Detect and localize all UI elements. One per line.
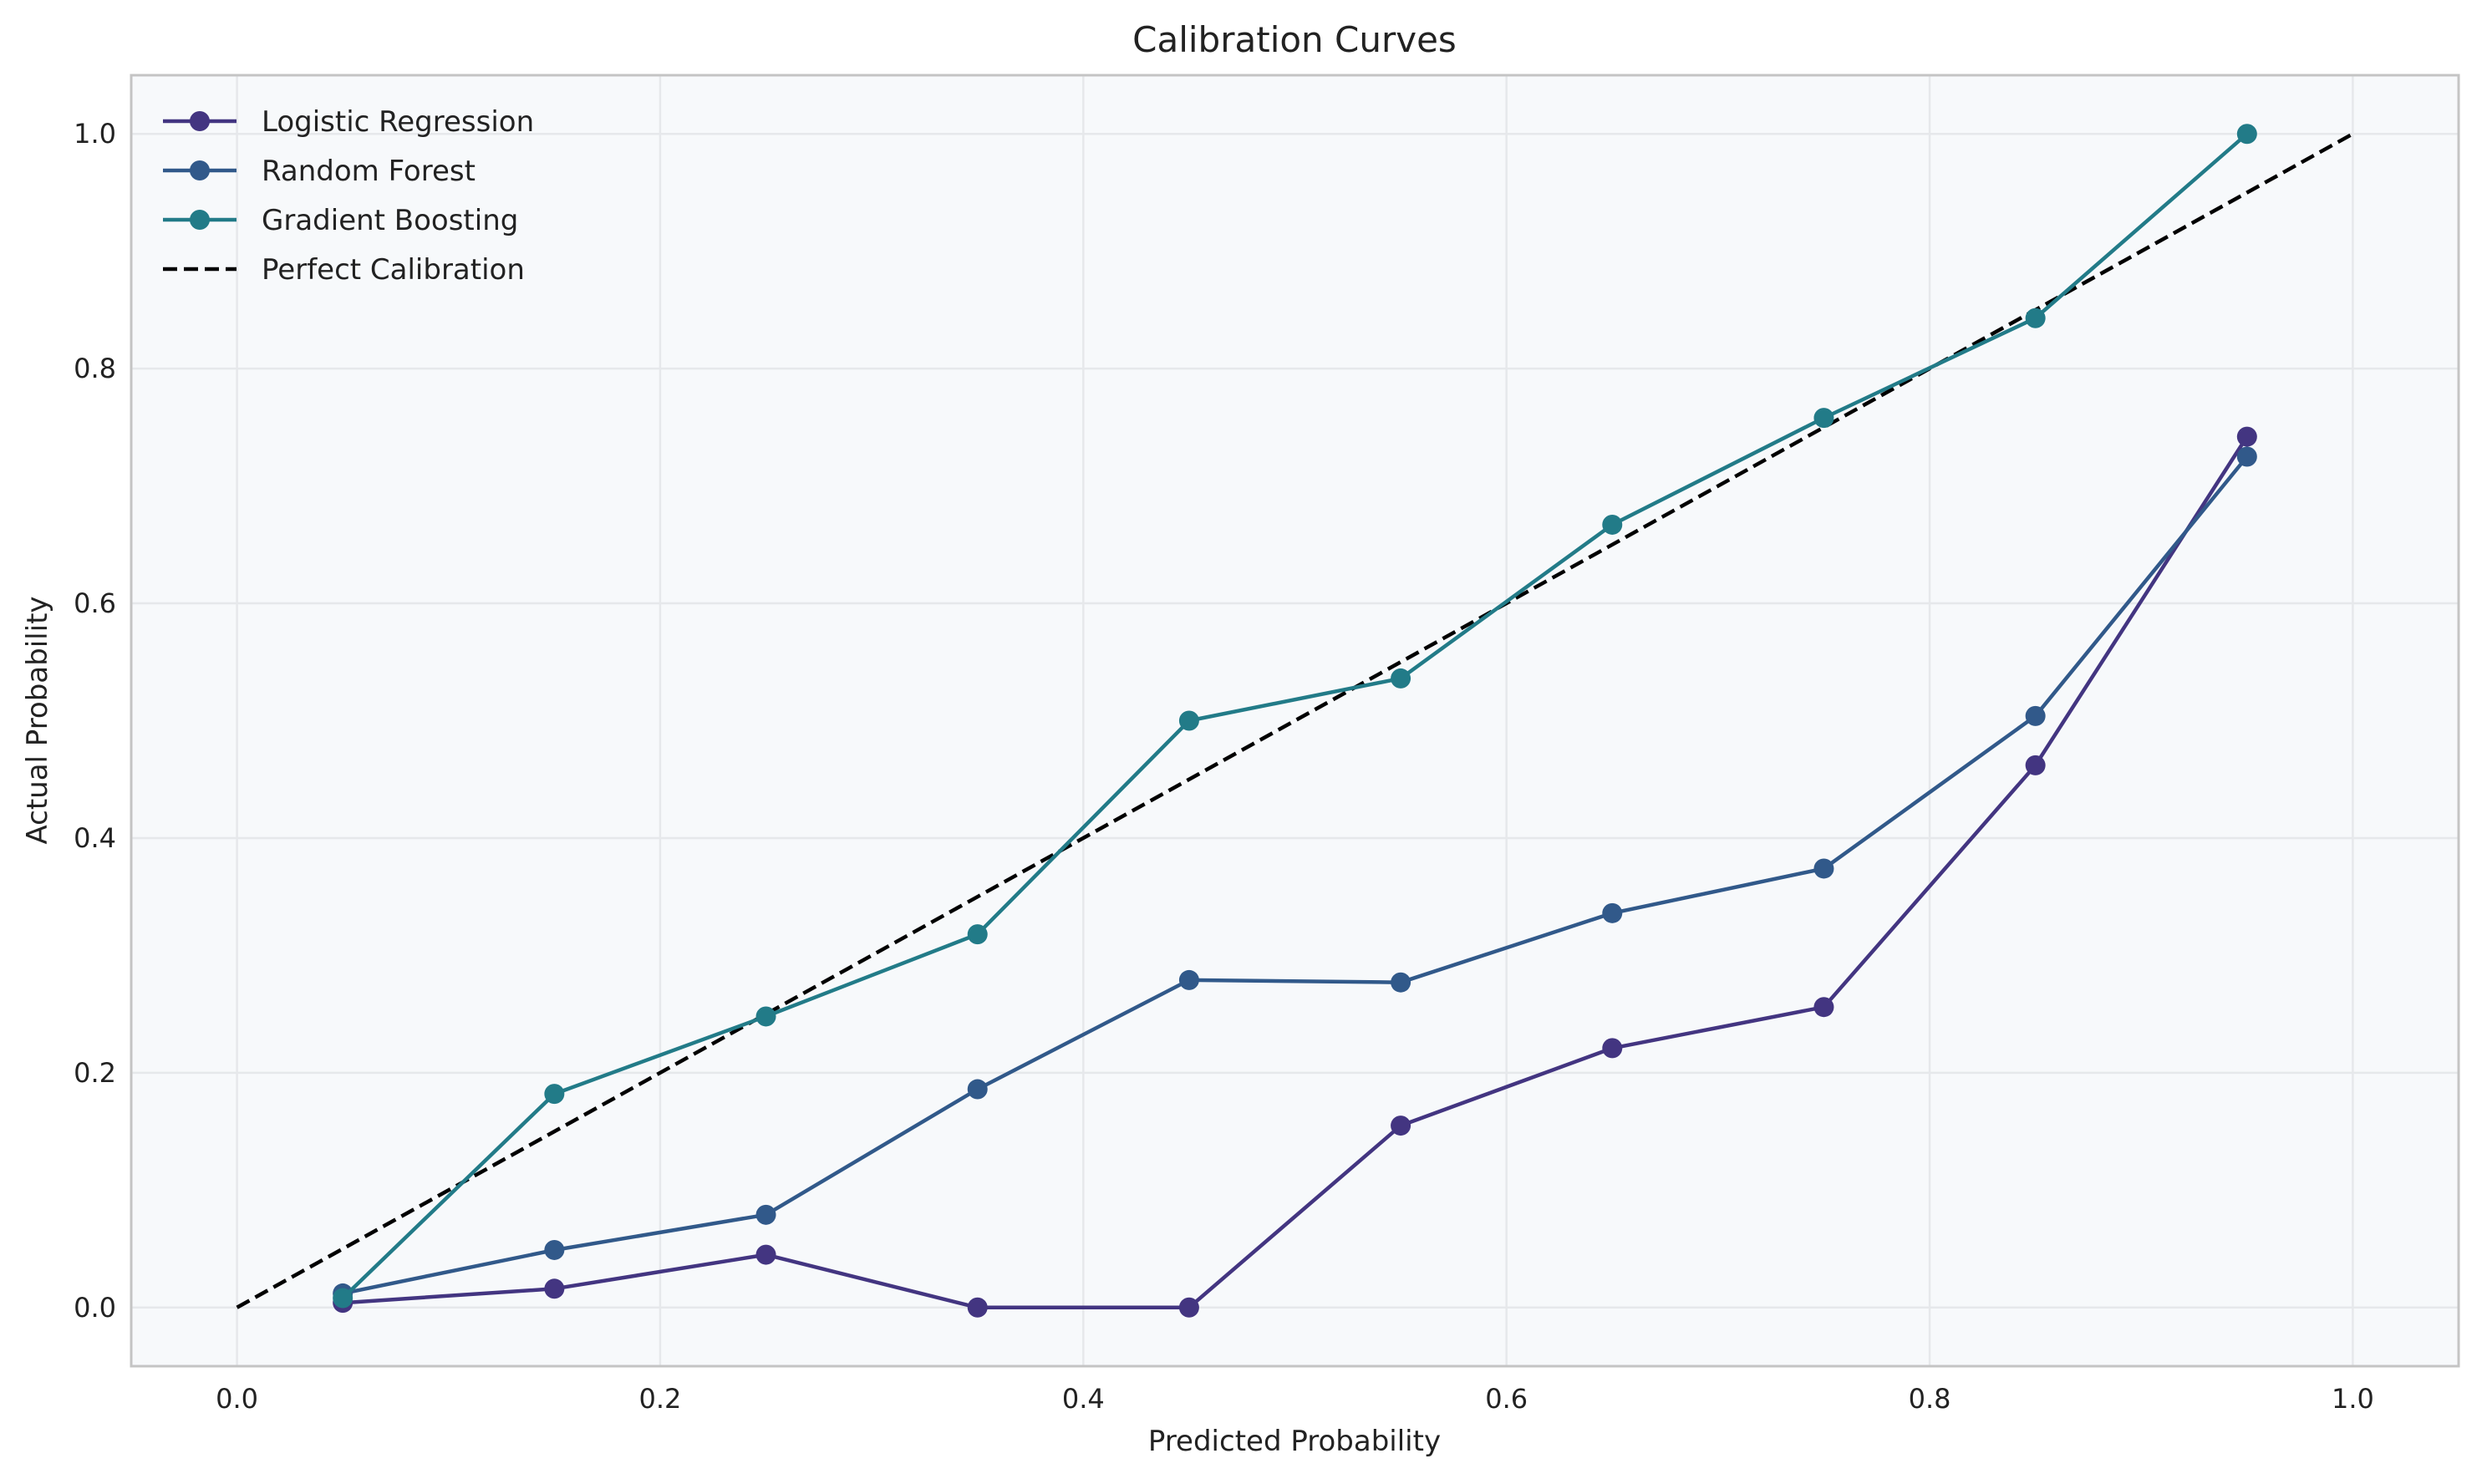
y-tick-label: 1.0 — [74, 118, 116, 150]
y-tick-label: 0.6 — [74, 587, 116, 619]
reference-line-layer — [236, 132, 2354, 1309]
data-point — [2025, 307, 2046, 328]
data-point — [967, 1079, 988, 1100]
legend-label: Random Forest — [262, 155, 476, 188]
data-point — [1391, 668, 1411, 689]
x-tick-label: 0.6 — [1485, 1383, 1528, 1415]
data-point — [2236, 426, 2257, 447]
y-tick-label: 0.0 — [74, 1292, 116, 1324]
data-point — [544, 1239, 565, 1260]
chart-title: Calibration Curves — [1132, 19, 1457, 60]
y-axis-label: Actual Probability — [21, 596, 54, 844]
series-random-forest — [333, 446, 2257, 1304]
data-point — [1178, 710, 1199, 731]
data-point — [1602, 514, 1623, 535]
x-tick-label: 0.2 — [639, 1383, 682, 1415]
y-tick-label: 0.8 — [74, 353, 116, 384]
legend-item: Perfect Calibration — [163, 253, 525, 287]
data-point — [1813, 858, 1834, 879]
legend-swatch-marker — [190, 111, 210, 131]
x-axis-label: Predicted Probability — [1148, 1425, 1441, 1458]
x-tick-label: 1.0 — [2332, 1383, 2374, 1415]
y-tick-label: 0.4 — [74, 822, 116, 854]
grid — [131, 75, 2459, 1366]
data-point — [1813, 408, 1834, 429]
legend-item: Gradient Boosting — [163, 204, 518, 237]
data-point — [333, 1288, 353, 1309]
x-tick-label: 0.0 — [216, 1383, 258, 1415]
legend-swatch-marker — [190, 160, 210, 180]
series-gradient-boosting — [333, 124, 2257, 1309]
data-point — [967, 924, 988, 945]
data-point — [755, 1204, 776, 1225]
tick-labels: 0.0 0.2 0.4 0.6 0.8 1.0 0.0 0.2 0.4 0.6 0.8 1.0 — [74, 118, 2374, 1415]
perfect-calibration-line — [236, 132, 2354, 1309]
legend-item: Logistic Regression — [163, 105, 534, 139]
plot-frame — [130, 74, 2460, 1368]
series-logistic-regression — [333, 426, 2257, 1318]
data-point — [544, 1278, 565, 1299]
data-point — [967, 1297, 988, 1318]
series-line — [343, 435, 2249, 1310]
data-point — [1178, 969, 1199, 990]
data-point — [2025, 755, 2046, 775]
data-point — [1602, 902, 1623, 923]
data-point — [1602, 1038, 1623, 1059]
data-point — [1391, 1116, 1411, 1136]
series-line — [341, 132, 2249, 1300]
series-layer — [333, 124, 2257, 1318]
data-point — [2025, 705, 2046, 726]
x-tick-label: 0.4 — [1062, 1383, 1105, 1415]
legend: Logistic Regression Random Forest Gradient… — [163, 105, 534, 287]
data-point — [755, 1006, 776, 1027]
legend-label: Logistic Regression — [262, 105, 534, 139]
x-tick-label: 0.8 — [1909, 1383, 1951, 1415]
data-point — [1178, 1297, 1199, 1318]
data-point — [755, 1244, 776, 1265]
legend-label: Gradient Boosting — [262, 204, 518, 237]
data-point — [1813, 997, 1834, 1018]
y-tick-label: 0.2 — [74, 1057, 116, 1089]
series-line — [342, 455, 2249, 1296]
data-point — [2236, 446, 2257, 467]
data-point — [2236, 124, 2257, 145]
data-point — [544, 1084, 565, 1105]
legend-swatch-marker — [190, 210, 210, 230]
legend-item: Random Forest — [163, 155, 476, 188]
data-point — [1391, 972, 1411, 993]
legend-label: Perfect Calibration — [262, 253, 525, 287]
